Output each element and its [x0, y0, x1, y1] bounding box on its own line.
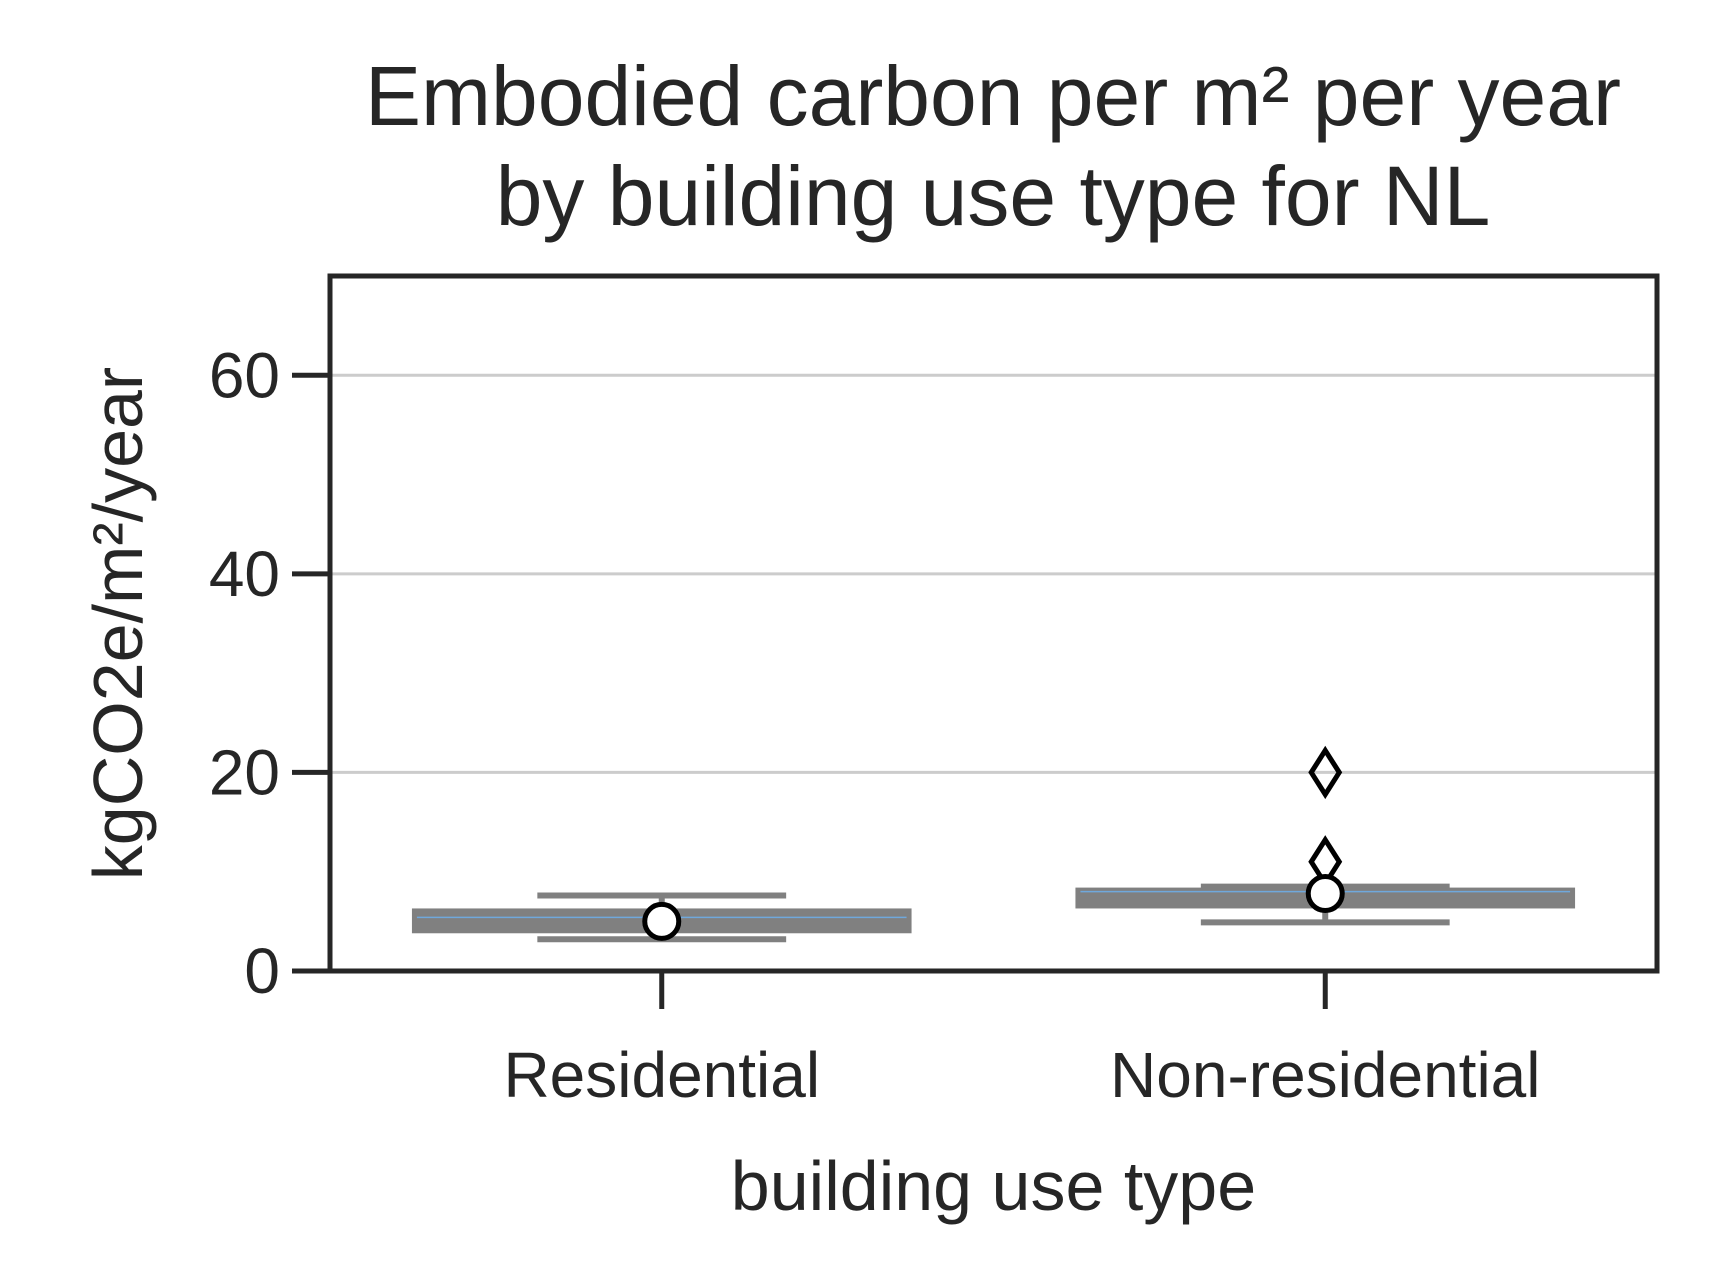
y-axis: 0 20 40 60: [209, 339, 330, 1007]
box-plots: [411, 745, 1576, 943]
plot-frame: [327, 273, 1660, 974]
chart-title-line: by building use type for NL: [496, 149, 1491, 243]
x-axis-label: building use type: [731, 1147, 1256, 1225]
mean-marker: [642, 901, 682, 941]
box-non-residential: [1075, 745, 1576, 926]
x-axis: Residential Non-residential: [503, 971, 1540, 1111]
x-tick-label: Residential: [503, 1039, 820, 1111]
y-tick-label: 20: [209, 736, 280, 808]
chart-title-line: Embodied carbon per m² per year: [365, 49, 1621, 143]
outlier-point: [1308, 745, 1343, 800]
x-tick-label: Non-residential: [1110, 1039, 1540, 1111]
y-tick-label: 0: [244, 935, 280, 1007]
mean-marker: [1305, 874, 1345, 914]
y-tick-label: 40: [209, 538, 280, 610]
box-residential: [411, 892, 912, 943]
y-tick-label: 60: [209, 339, 280, 411]
y-axis-label: kgCO2e/m²/year: [79, 367, 157, 880]
grid-lines: [330, 373, 1657, 774]
